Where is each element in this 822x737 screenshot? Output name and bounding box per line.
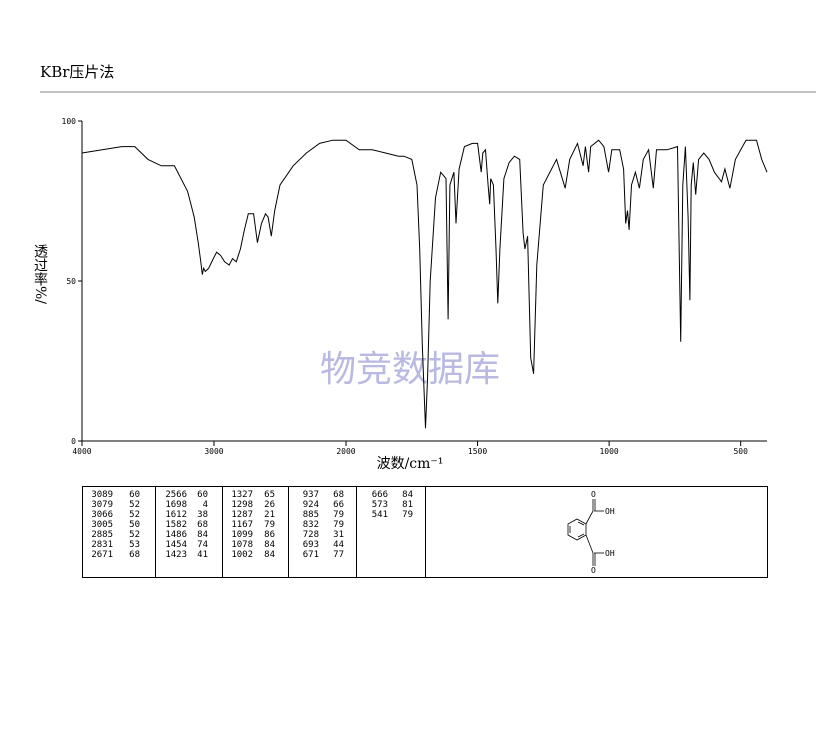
peak-wavenumber: 541 — [372, 510, 388, 520]
peak-transmittance: 41 — [197, 550, 208, 560]
peak-transmittance: 79 — [402, 510, 413, 520]
peak-transmittance: 79 — [333, 510, 344, 520]
x-tick-label: 500 — [733, 447, 748, 456]
peak-transmittance: 84 — [264, 550, 275, 560]
peak-wavenumber: 3066 — [91, 510, 113, 520]
peak-wavenumber: 2831 — [91, 540, 113, 550]
x-tick-label: 3000 — [204, 447, 223, 456]
y-tick-label: 50 — [66, 277, 76, 286]
peak-wavenumber: 1099 — [231, 530, 253, 540]
peak-transmittance: 84 — [264, 540, 275, 550]
peak-wavenumber: 1298 — [231, 500, 253, 510]
peak-transmittance: 21 — [264, 510, 275, 520]
peak-transmittance: 60 — [197, 490, 208, 500]
peak-wavenumber: 1327 — [231, 490, 253, 500]
structure-label: OH — [605, 507, 615, 516]
peak-transmittance: 52 — [129, 530, 140, 540]
peak-transmittance: 79 — [333, 520, 344, 530]
peak-wavenumber: 728 — [303, 530, 319, 540]
spectrum-line — [81, 139, 768, 429]
x-axis-label: 波数/cm⁻¹ — [377, 456, 444, 472]
peak-wavenumber: 1423 — [165, 550, 187, 560]
peak-wavenumber: 1698 — [165, 500, 187, 510]
peak-transmittance: 38 — [197, 510, 208, 520]
y-tick-label: 0 — [71, 437, 76, 446]
peak-wavenumber: 924 — [303, 500, 319, 510]
x-tick-label: 1500 — [468, 447, 487, 456]
y-tick-label: 100 — [62, 117, 77, 126]
peak-transmittance: 68 — [197, 520, 208, 530]
peak-transmittance: 77 — [333, 550, 344, 560]
peak-wavenumber: 2885 — [91, 530, 113, 540]
structure-label: O — [591, 566, 596, 575]
x-tick-label: 1000 — [599, 447, 618, 456]
peak-transmittance: 68 — [333, 490, 344, 500]
peak-transmittance: 79 — [264, 520, 275, 530]
peak-wavenumber: 832 — [303, 520, 319, 530]
x-tick-label: 2000 — [336, 447, 355, 456]
peak-wavenumber: 1002 — [231, 550, 253, 560]
peak-transmittance: 65 — [264, 490, 275, 500]
peak-wavenumber: 3079 — [91, 500, 113, 510]
peak-transmittance: 52 — [129, 510, 140, 520]
peak-wavenumber: 2671 — [91, 550, 113, 560]
peak-transmittance: 81 — [402, 500, 413, 510]
peak-transmittance: 86 — [264, 530, 275, 540]
peak-wavenumber: 671 — [303, 550, 319, 560]
peak-transmittance: 74 — [197, 540, 208, 550]
peak-wavenumber: 1287 — [231, 510, 253, 520]
structure-label: O — [591, 490, 596, 499]
structure-bonds — [567, 499, 604, 566]
peak-transmittance: 31 — [333, 530, 344, 540]
peak-transmittance: 84 — [402, 490, 413, 500]
peak-wavenumber: 1582 — [165, 520, 187, 530]
peak-transmittance: 26 — [264, 500, 275, 510]
table-dividers — [155, 486, 426, 577]
peak-wavenumber: 666 — [372, 490, 388, 500]
peak-wavenumber: 693 — [303, 540, 319, 550]
peak-wavenumber: 1167 — [231, 520, 253, 530]
peak-wavenumber: 1454 — [165, 540, 187, 550]
header-title: KBr压片法 — [40, 63, 114, 81]
peak-transmittance: 44 — [333, 540, 344, 550]
peak-wavenumber: 573 — [372, 500, 388, 510]
peak-transmittance: 4 — [203, 500, 208, 510]
peak-transmittance: 84 — [197, 530, 208, 540]
peak-wavenumber: 937 — [303, 490, 319, 500]
peak-transmittance: 66 — [333, 500, 344, 510]
peak-wavenumber: 3005 — [91, 520, 113, 530]
watermark: 物竞数据库 — [320, 349, 500, 390]
peak-wavenumber: 1486 — [165, 530, 187, 540]
peak-transmittance: 50 — [129, 520, 140, 530]
peak-transmittance: 60 — [129, 490, 140, 500]
peak-wavenumber: 3089 — [91, 490, 113, 500]
structure-label: OH — [605, 549, 615, 558]
y-axis-label: 透过率%/ — [32, 244, 48, 304]
peak-transmittance: 53 — [129, 540, 140, 550]
peak-transmittance: 68 — [129, 550, 140, 560]
peak-wavenumber: 2566 — [165, 490, 187, 500]
peak-wavenumber: 885 — [303, 510, 319, 520]
peak-wavenumber: 1078 — [231, 540, 253, 550]
peak-wavenumber: 1612 — [165, 510, 187, 520]
peak-transmittance: 52 — [129, 500, 140, 510]
x-tick-label: 4000 — [72, 447, 91, 456]
